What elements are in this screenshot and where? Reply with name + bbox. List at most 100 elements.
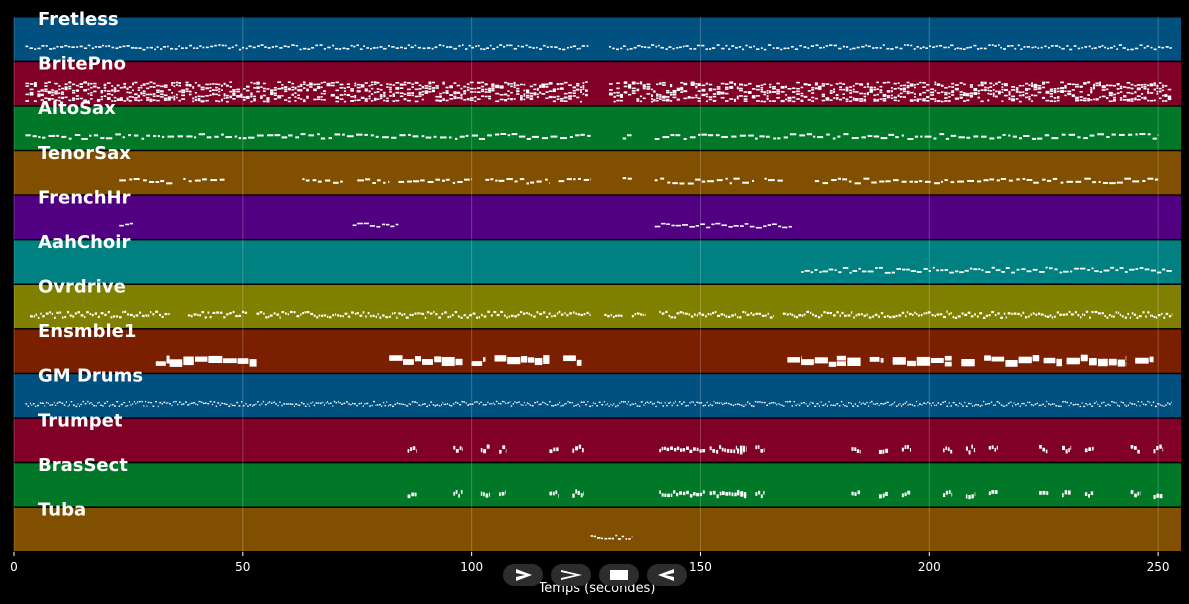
note	[194, 91, 197, 94]
play-button[interactable]	[503, 564, 543, 586]
note	[354, 82, 357, 85]
note	[1101, 312, 1104, 315]
note	[381, 223, 386, 226]
note	[566, 314, 569, 317]
note	[37, 93, 41, 96]
note	[1017, 312, 1020, 316]
note	[1057, 87, 1060, 90]
note	[716, 402, 718, 404]
note	[1017, 44, 1020, 47]
note	[529, 97, 534, 100]
stop-icon	[610, 570, 628, 580]
note	[591, 404, 593, 407]
note	[1142, 403, 1145, 405]
note	[317, 83, 321, 86]
note	[245, 403, 247, 405]
note	[1027, 401, 1029, 404]
note	[980, 83, 984, 85]
note	[836, 311, 839, 314]
note	[383, 47, 387, 50]
note	[64, 86, 68, 89]
note	[507, 357, 521, 362]
note	[1037, 88, 1042, 90]
note	[1015, 87, 1019, 89]
note	[731, 135, 737, 138]
note	[851, 402, 852, 405]
rewind-button[interactable]	[647, 564, 687, 586]
note	[1079, 405, 1082, 408]
note	[232, 94, 236, 96]
note	[1119, 87, 1123, 90]
note	[122, 311, 124, 314]
note	[1064, 90, 1067, 93]
note	[693, 492, 696, 496]
note	[766, 404, 769, 406]
note	[385, 223, 390, 226]
note	[1064, 87, 1067, 89]
stop-button[interactable]	[599, 564, 639, 586]
note	[583, 313, 586, 316]
note	[171, 404, 173, 407]
note	[435, 99, 439, 102]
note	[1041, 83, 1046, 85]
note	[995, 82, 998, 85]
note	[256, 312, 260, 315]
fast-forward-button[interactable]	[551, 564, 591, 586]
note	[192, 402, 195, 404]
note	[215, 100, 218, 102]
note	[849, 48, 852, 51]
note	[897, 82, 900, 84]
note	[1101, 86, 1106, 89]
note	[171, 82, 174, 84]
note	[161, 315, 164, 319]
note	[455, 449, 459, 453]
note	[69, 314, 72, 317]
note	[509, 401, 511, 403]
note	[229, 81, 233, 83]
note	[650, 98, 654, 100]
note	[284, 99, 288, 101]
note	[740, 225, 744, 227]
note	[1070, 402, 1072, 404]
note	[1108, 314, 1111, 317]
note	[1090, 90, 1093, 93]
note	[1041, 81, 1046, 84]
note	[908, 312, 912, 316]
note	[914, 99, 916, 101]
note	[227, 47, 231, 50]
note	[513, 86, 516, 89]
note	[54, 90, 58, 92]
note	[769, 83, 772, 86]
note	[333, 400, 336, 403]
note	[623, 45, 626, 47]
note	[909, 91, 914, 94]
note	[35, 405, 37, 408]
note	[51, 98, 54, 100]
note	[256, 81, 260, 84]
track-label-5: AahChoir	[38, 232, 130, 253]
note	[959, 82, 963, 84]
note	[914, 93, 916, 95]
note	[516, 402, 518, 404]
note	[810, 45, 815, 47]
note	[631, 82, 636, 85]
note	[466, 316, 469, 319]
note	[664, 493, 667, 497]
note	[407, 448, 410, 453]
note	[631, 403, 633, 405]
note	[127, 404, 129, 407]
note	[829, 92, 833, 94]
note	[126, 88, 129, 90]
note	[836, 403, 839, 405]
note	[842, 83, 846, 86]
note	[33, 82, 37, 84]
note	[526, 182, 530, 185]
note	[465, 402, 467, 404]
note	[736, 86, 739, 89]
note	[966, 99, 970, 102]
note	[93, 134, 99, 137]
note	[1093, 83, 1095, 86]
note	[313, 314, 316, 317]
note	[580, 133, 585, 136]
note	[796, 98, 800, 100]
